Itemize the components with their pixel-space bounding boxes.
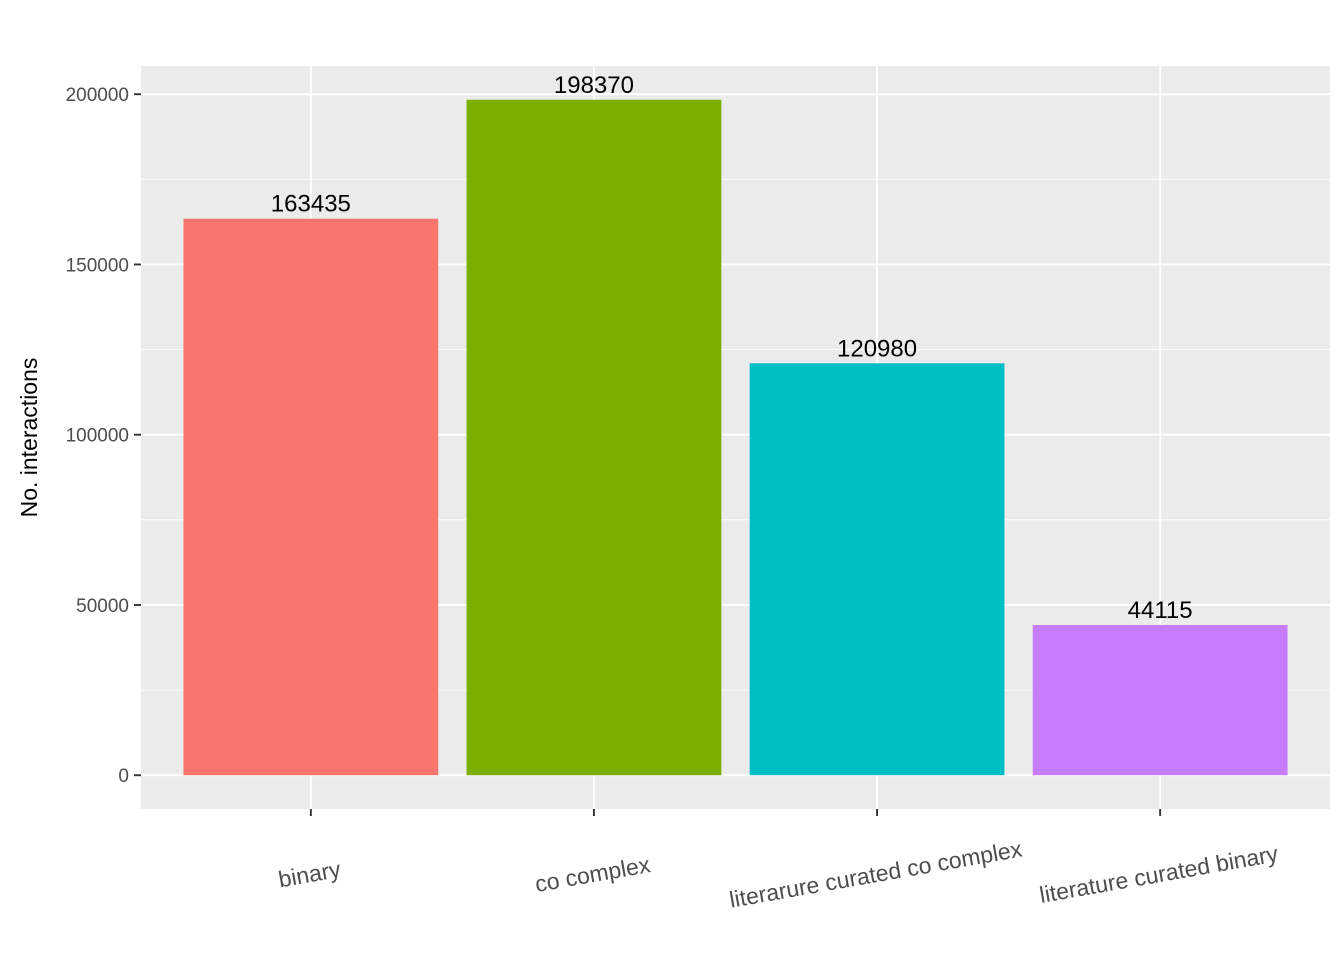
x-tick-label: literature curated binary <box>1038 840 1281 908</box>
y-axis: 0 50000 100000 150000 200000 <box>66 85 141 787</box>
x-tick-label: co complex <box>533 851 653 897</box>
data-label: 163435 <box>271 191 351 218</box>
bar-literature-curated-binary <box>1032 625 1288 776</box>
x-tick-label: literarure curated co complex <box>727 835 1024 912</box>
y-tick-label: 50000 <box>76 596 129 617</box>
data-label: 120980 <box>837 335 917 362</box>
y-tick-label: 100000 <box>66 426 129 447</box>
x-axis: binary co complex literarure curated co co… <box>276 809 1280 913</box>
y-tick-label: 200000 <box>66 85 129 106</box>
y-tick-label: 150000 <box>66 255 129 276</box>
y-tick-label: 0 <box>118 766 129 787</box>
bars <box>183 99 1288 776</box>
bar-co-complex <box>466 99 722 776</box>
x-tick-label: binary <box>276 856 343 893</box>
data-label: 198370 <box>554 72 634 99</box>
data-labels: 163435 198370 120980 44115 <box>271 72 1193 624</box>
bar-literarure-curated-co-complex <box>749 363 1005 776</box>
y-axis-title: No. interactions <box>16 358 42 518</box>
data-label: 44115 <box>1128 597 1193 624</box>
bar-binary <box>183 218 439 776</box>
